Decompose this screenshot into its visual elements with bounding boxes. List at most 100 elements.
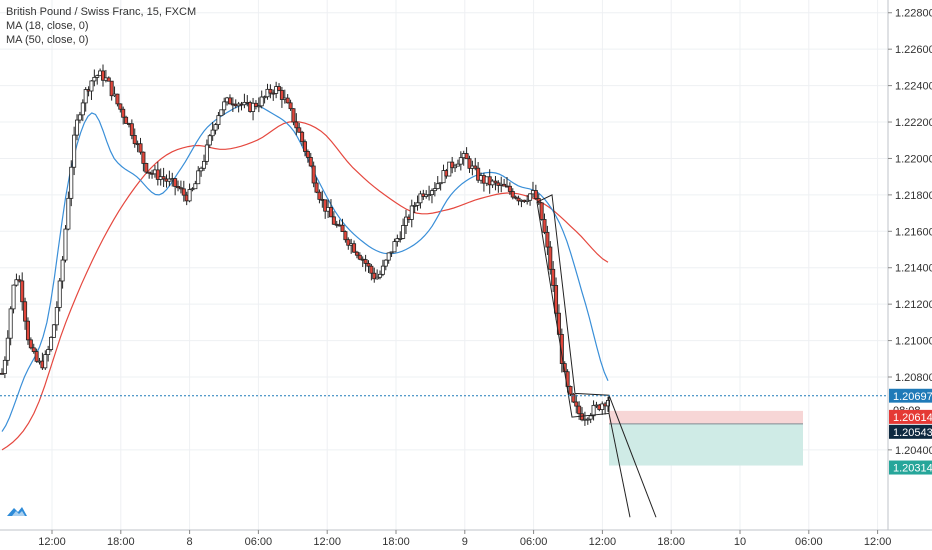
risk-reward-zones[interactable] (609, 410, 803, 466)
candle (196, 166, 201, 185)
candle (106, 76, 111, 82)
ma18-legend[interactable]: MA (18, close, 0) (6, 20, 89, 32)
candle (63, 225, 68, 263)
candle (155, 161, 160, 186)
candle (435, 176, 440, 190)
candle-body (219, 109, 224, 117)
candle (464, 147, 469, 160)
candle (559, 328, 564, 373)
candle (121, 106, 126, 125)
candle-body (352, 243, 357, 253)
candle-body (458, 157, 463, 165)
candle-body (5, 337, 10, 361)
candle-body (409, 205, 414, 220)
candle (412, 201, 417, 214)
candle (427, 185, 432, 201)
candle-body (447, 161, 452, 177)
candle-body (311, 165, 316, 184)
price-tick-label: 1.22200 (895, 117, 932, 129)
candle-body (124, 116, 129, 124)
candle-body (28, 339, 33, 349)
candle (83, 87, 88, 112)
candle (219, 109, 224, 117)
trend-channel-drawing[interactable] (536, 194, 657, 518)
candle-body (199, 167, 204, 172)
candle-body (43, 354, 48, 369)
candle-body (57, 280, 62, 308)
candle (357, 252, 362, 261)
candle-body (118, 103, 123, 110)
candle (585, 417, 590, 425)
candle (375, 269, 380, 280)
stop-price-badge-bg (889, 409, 932, 424)
candle (11, 284, 16, 314)
candle (409, 199, 414, 228)
candle-body (432, 188, 437, 192)
candle-body (34, 351, 39, 362)
candle (101, 64, 106, 87)
candle (415, 195, 420, 211)
candle (504, 177, 509, 188)
candle (115, 93, 120, 107)
candle-body (17, 279, 22, 282)
candle-body (147, 171, 152, 174)
price-axis[interactable]: 1.22800 1.22600 1.22400 1.22200 1.22000 1.218… (887, 0, 932, 530)
candle (5, 330, 10, 366)
candle-body (493, 180, 498, 184)
candle-body (606, 400, 611, 407)
candle (401, 218, 406, 240)
candle (144, 162, 149, 174)
candle (574, 394, 579, 414)
candle-body (268, 88, 273, 94)
ma50-legend[interactable]: MA (50, close, 0) (6, 34, 89, 46)
tradingview-logo-icon[interactable] (6, 503, 28, 519)
candle-body (115, 93, 120, 105)
candle-body (366, 263, 371, 267)
candle-body (340, 224, 345, 232)
candle (331, 211, 336, 225)
candle (493, 176, 498, 191)
candle (190, 187, 195, 192)
candle-body (464, 153, 469, 160)
candle-body (25, 320, 30, 341)
candle-body (331, 216, 336, 225)
chart-legend: British Pound / Swiss Franc, 15, FXCM MA… (6, 5, 196, 47)
symbol-title[interactable]: British Pound / Swiss Franc, 15, FXCM (6, 6, 197, 18)
candle (92, 69, 97, 87)
candle (311, 161, 316, 188)
time-axis[interactable]: 12:00 18:00 8 06:00 12:00 18:00 9 06:00 12:00 18:… (0, 529, 932, 548)
price-tick-label: 1.20800 (895, 372, 932, 384)
candle (343, 230, 348, 243)
candle (161, 167, 166, 188)
candle-body (201, 160, 206, 169)
candle-body (455, 163, 460, 167)
candle-body (392, 241, 397, 253)
candle-body (54, 307, 59, 326)
candle-body (89, 80, 94, 92)
candle-body (513, 196, 518, 199)
candle-body (31, 347, 36, 352)
candle-body (346, 239, 351, 246)
candle (308, 152, 313, 167)
candle (28, 337, 33, 350)
candle (222, 97, 227, 115)
candle (259, 90, 264, 109)
candle (23, 297, 28, 330)
candle-body (525, 199, 530, 202)
candle (109, 80, 114, 101)
candle-body (11, 284, 16, 310)
candle-body (95, 75, 100, 78)
candle-body (308, 157, 313, 167)
candle-body (63, 228, 68, 261)
candle (548, 241, 553, 275)
price-tick-label: 1.22400 (895, 81, 932, 93)
candle (525, 194, 530, 205)
candle (294, 113, 299, 136)
candle (43, 350, 48, 370)
candle-body (253, 102, 258, 107)
candle (403, 209, 408, 234)
candle-body (510, 191, 515, 198)
candle (458, 151, 463, 171)
